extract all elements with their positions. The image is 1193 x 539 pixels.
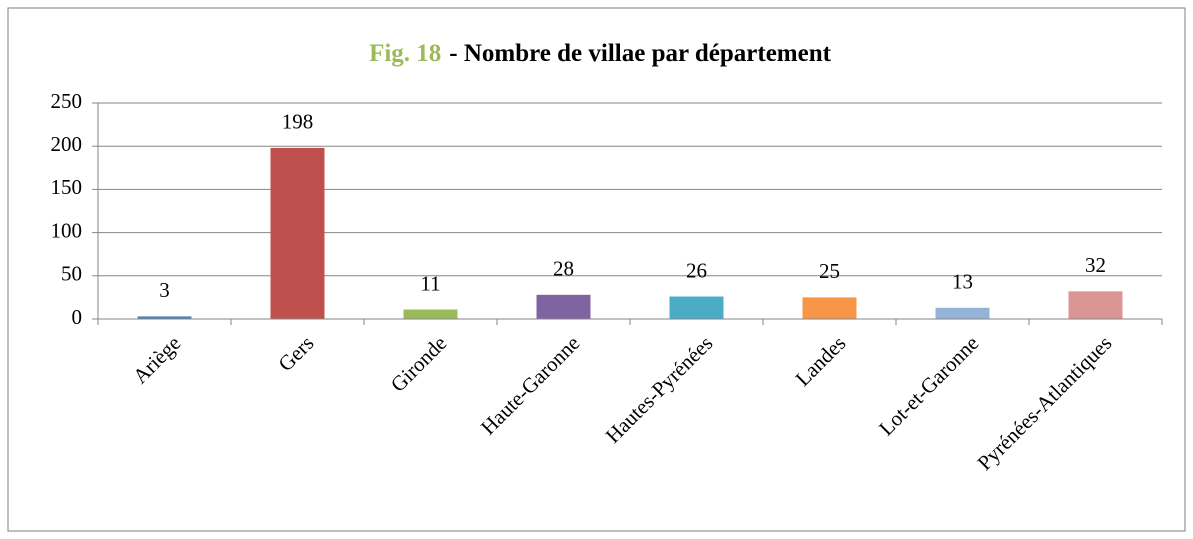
data-label: 32: [1085, 253, 1106, 277]
y-tick-label: 150: [51, 175, 83, 199]
bar: [935, 307, 990, 319]
bar: [536, 294, 591, 319]
data-label: 28: [553, 257, 574, 281]
data-label: 25: [819, 259, 840, 283]
title-prefix: Fig. 18: [369, 40, 441, 67]
title-text: - Nombre de villae par département: [449, 40, 831, 67]
bar: [137, 316, 192, 319]
data-label: 198: [282, 110, 314, 134]
chart-border: [7, 7, 1186, 532]
y-tick-label: 50: [61, 262, 82, 286]
y-tick-label: 200: [51, 132, 83, 156]
bar: [270, 147, 325, 319]
data-label: 3: [159, 278, 170, 302]
y-tick-label: 0: [72, 305, 83, 329]
bar: [1068, 291, 1123, 319]
data-label: 13: [952, 270, 973, 294]
bar: [802, 297, 857, 319]
data-label: 11: [420, 271, 440, 295]
y-tick-label: 250: [51, 89, 83, 113]
y-tick-label: 100: [51, 218, 83, 242]
bar: [403, 309, 458, 319]
chart-title: Fig. 18 - Nombre de villae par départemen…: [369, 40, 832, 67]
bar: [669, 296, 724, 319]
data-label: 26: [686, 258, 707, 282]
